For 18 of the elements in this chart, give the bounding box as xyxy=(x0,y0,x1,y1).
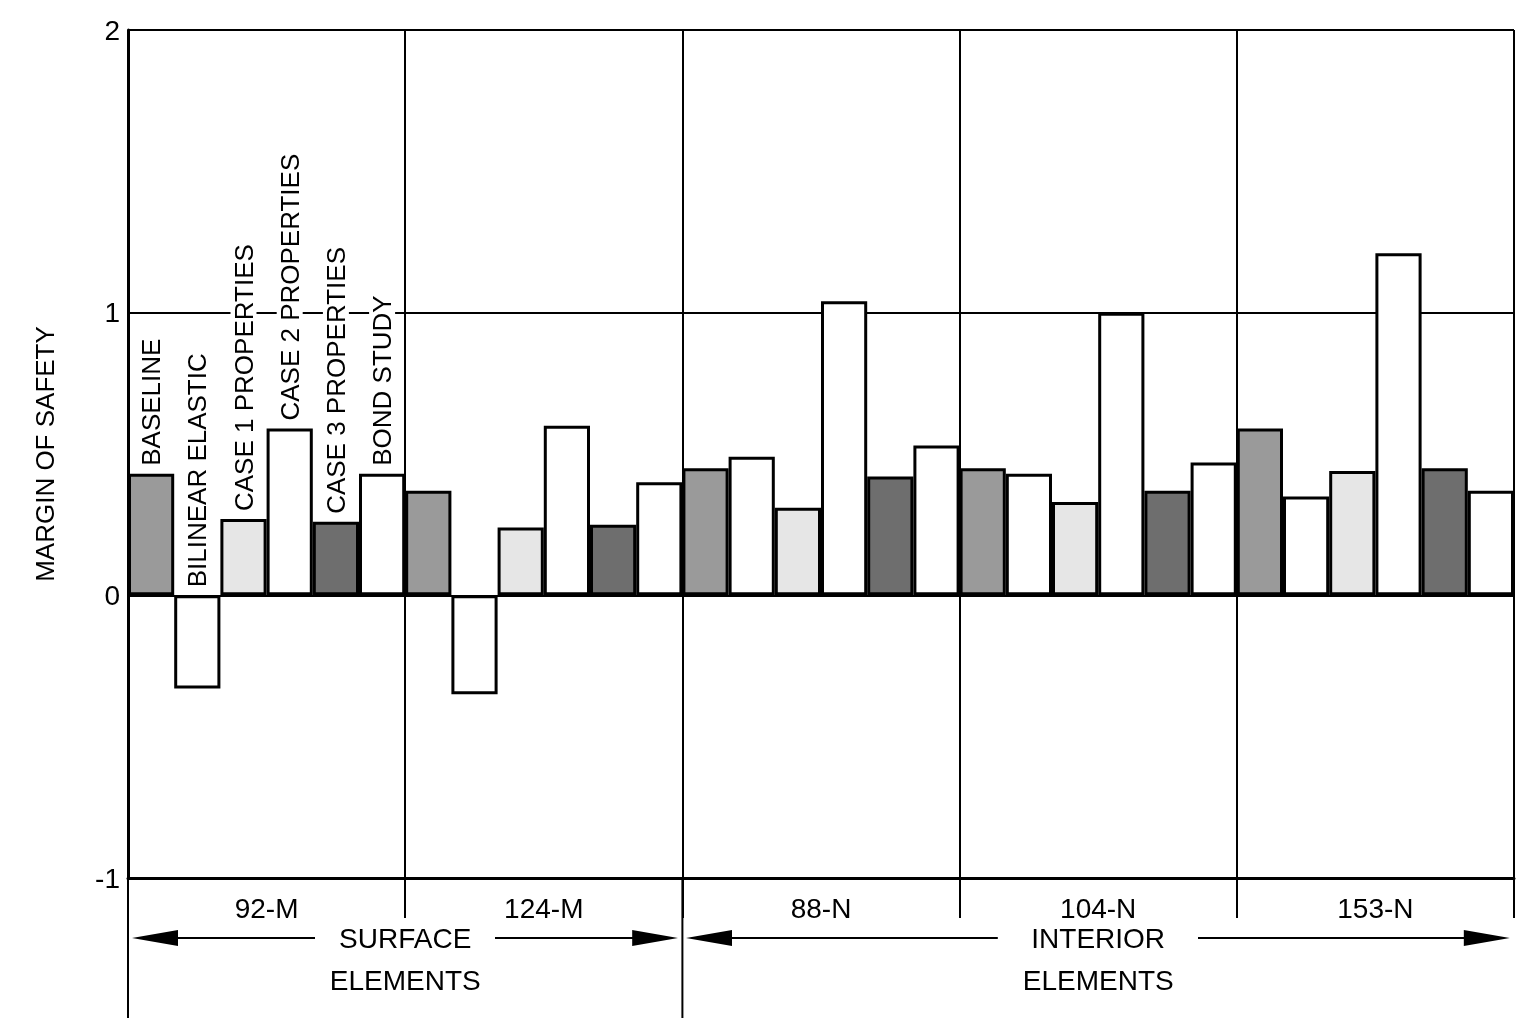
y-tick-label: 1 xyxy=(104,297,120,329)
y-tick-label: 2 xyxy=(104,14,120,46)
text: CASE 1 PROPERTIES xyxy=(228,244,259,512)
y-tick-label: -1 xyxy=(95,862,120,894)
text: CASE 2 PROPERTIES xyxy=(274,153,305,421)
x-tick-label: 153-N xyxy=(1337,892,1414,924)
x-tick-label: 104-N xyxy=(1060,892,1137,924)
text: SURFACE ELEMENTS xyxy=(329,922,481,996)
x-tick-label: 88-N xyxy=(790,892,852,924)
x-tick-label: 124-M xyxy=(504,892,584,924)
text: BILINEAR ELASTIC xyxy=(182,353,213,588)
text: INTERIOR ELEMENTS xyxy=(1022,922,1174,996)
text: CASE 3 PROPERTIES xyxy=(320,247,351,514)
text: BASELINE xyxy=(136,338,167,466)
y-axis-title: MARGIN OF SAFETY xyxy=(30,326,60,582)
text: BOND STUDY xyxy=(367,295,398,466)
y-tick-label: 0 xyxy=(104,579,120,611)
x-tick-label: 92-M xyxy=(234,892,299,924)
